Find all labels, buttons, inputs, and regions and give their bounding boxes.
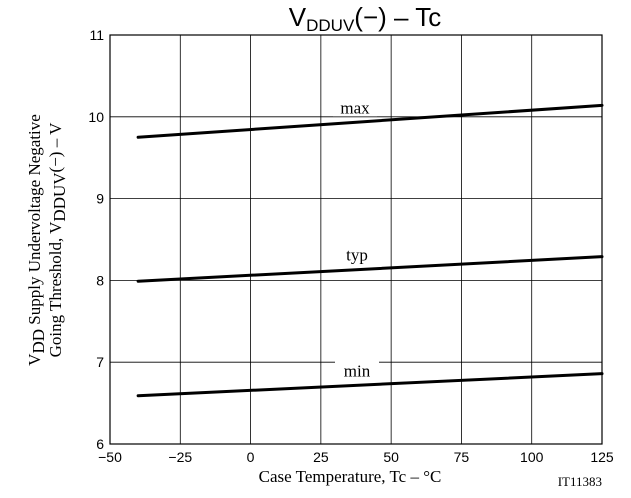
series-label-max: max: [340, 98, 370, 117]
y-tick-label: 9: [96, 191, 104, 207]
x-tick-label: 25: [313, 449, 329, 465]
series-label-background: [335, 245, 379, 264]
series-label-background: [335, 361, 379, 380]
figure-id: IT11383: [558, 474, 602, 489]
x-tick-label: −25: [168, 449, 192, 465]
series-line-max: [136, 103, 604, 139]
series-label-background: [333, 98, 377, 117]
x-tick-label: 0: [247, 449, 255, 465]
plot-frame: [109, 34, 603, 445]
chart-title: VDDUV(−) – Tc: [289, 2, 441, 35]
series-line-min: [136, 372, 604, 398]
x-tick-label: 125: [590, 449, 614, 465]
grid: [109, 34, 603, 445]
series-label-min: min: [344, 361, 371, 380]
x-tick-label: 50: [383, 449, 399, 465]
x-tick-label: 100: [520, 449, 544, 465]
y-axis-label-line1: VDD Supply Undervoltage Negative: [25, 114, 48, 366]
series-label-typ: typ: [346, 246, 368, 265]
y-tick-label: 10: [88, 109, 104, 125]
series-line-typ: [136, 255, 604, 283]
x-tick-label: −50: [98, 449, 122, 465]
tick-labels: −50 −25 0 25 50 75 100 125 6 7 8 9 10 11: [88, 27, 613, 465]
y-tick-label: 8: [96, 272, 104, 288]
y-tick-label: 11: [89, 27, 104, 43]
y-tick-label: 7: [96, 354, 104, 370]
y-axis-label-line2: Going Threshold, VDDUV(−) – V: [46, 122, 69, 358]
y-tick-label: 6: [96, 436, 104, 452]
x-axis-label: Case Temperature, Tc – °C: [259, 467, 442, 486]
x-tick-label: 75: [454, 449, 470, 465]
series-layer: max typ min: [136, 98, 604, 398]
